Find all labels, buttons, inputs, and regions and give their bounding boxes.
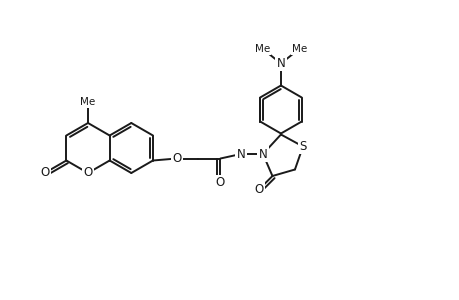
Text: O: O [253, 183, 263, 196]
Text: O: O [215, 176, 224, 189]
Text: O: O [172, 152, 181, 165]
Text: Me: Me [80, 97, 95, 107]
Text: S: S [299, 140, 306, 153]
Text: O: O [83, 167, 92, 179]
Text: O: O [40, 167, 49, 179]
Text: Me: Me [291, 44, 307, 53]
Text: N: N [276, 57, 285, 70]
Text: N: N [258, 148, 267, 160]
Text: Me: Me [254, 44, 269, 53]
Text: N: N [236, 148, 245, 160]
